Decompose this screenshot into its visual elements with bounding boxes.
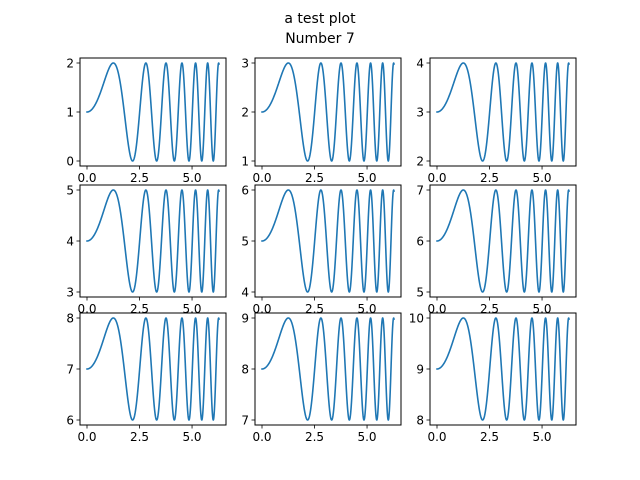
y-tick-label: 8 bbox=[416, 414, 424, 428]
x-tick-label: 2.5 bbox=[130, 171, 149, 185]
y-tick-label: 5 bbox=[66, 184, 74, 198]
subplot-3: 0.0 2.5 5.0 2 3 4 bbox=[416, 57, 577, 185]
x-tick-label: 2.5 bbox=[480, 430, 499, 444]
y-tick-label: 6 bbox=[241, 184, 249, 198]
y-tick-label: 3 bbox=[416, 106, 424, 120]
subplot-8: 0.0 2.5 5.0 7 8 9 bbox=[241, 312, 402, 444]
x-tick-label: 5.0 bbox=[532, 430, 551, 444]
subplot-2: 0.0 2.5 5.0 1 2 3 bbox=[241, 57, 402, 185]
series-line bbox=[261, 62, 395, 162]
x-tick-label: 0.0 bbox=[427, 171, 446, 185]
series-line bbox=[86, 189, 220, 293]
y-tick-label: 8 bbox=[66, 312, 74, 326]
figure-title-line1: a test plot bbox=[284, 11, 356, 27]
series-line bbox=[86, 62, 220, 162]
y-tick-label: 10 bbox=[409, 312, 424, 326]
y-tick-label: 9 bbox=[416, 363, 424, 377]
x-tick-label: 5.0 bbox=[357, 171, 376, 185]
subplot-1: 0.0 2.5 5.0 0 1 2 bbox=[66, 57, 227, 185]
y-tick-label: 5 bbox=[416, 286, 424, 300]
y-tick-label: 5 bbox=[241, 235, 249, 249]
x-tick-label: 2.5 bbox=[305, 302, 324, 316]
x-tick-label: 2.5 bbox=[480, 302, 499, 316]
x-tick-label: 2.5 bbox=[305, 171, 324, 185]
y-tick-label: 2 bbox=[416, 155, 424, 169]
y-tick-label: 8 bbox=[241, 363, 249, 377]
y-tick-label: 9 bbox=[241, 312, 249, 326]
x-tick-label: 5.0 bbox=[357, 430, 376, 444]
x-tick-label: 0.0 bbox=[427, 430, 446, 444]
x-tick-label: 5.0 bbox=[532, 171, 551, 185]
x-tick-label: 5.0 bbox=[182, 171, 201, 185]
y-tick-label: 1 bbox=[241, 155, 249, 169]
x-tick-label: 0.0 bbox=[77, 171, 96, 185]
y-tick-label: 7 bbox=[241, 414, 249, 428]
series-line bbox=[436, 62, 570, 162]
series-line bbox=[436, 189, 570, 293]
figure-title-line2: Number 7 bbox=[285, 31, 355, 47]
x-tick-label: 5.0 bbox=[532, 302, 551, 316]
y-tick-label: 4 bbox=[66, 235, 74, 249]
y-tick-label: 3 bbox=[66, 286, 74, 300]
x-tick-label: 2.5 bbox=[130, 302, 149, 316]
x-tick-label: 5.0 bbox=[182, 302, 201, 316]
y-tick-label: 7 bbox=[416, 184, 424, 198]
x-tick-label: 2.5 bbox=[480, 171, 499, 185]
series-line bbox=[436, 317, 570, 421]
x-tick-label: 2.5 bbox=[305, 430, 324, 444]
y-tick-label: 1 bbox=[66, 106, 74, 120]
x-tick-label: 5.0 bbox=[357, 302, 376, 316]
y-tick-label: 4 bbox=[416, 57, 424, 71]
y-tick-label: 0 bbox=[66, 155, 74, 169]
series-line bbox=[261, 189, 395, 293]
y-tick-label: 7 bbox=[66, 363, 74, 377]
y-tick-label: 2 bbox=[241, 106, 249, 120]
x-tick-label: 0.0 bbox=[252, 171, 271, 185]
y-tick-label: 2 bbox=[66, 57, 74, 71]
x-tick-label: 5.0 bbox=[182, 430, 201, 444]
subplot-9: 0.0 2.5 5.0 8 9 10 bbox=[409, 312, 577, 444]
x-tick-label: 0.0 bbox=[252, 430, 271, 444]
y-tick-label: 3 bbox=[241, 57, 249, 71]
y-tick-label: 6 bbox=[66, 414, 74, 428]
series-line bbox=[261, 317, 395, 421]
x-tick-label: 0.0 bbox=[77, 430, 96, 444]
y-tick-label: 4 bbox=[241, 286, 249, 300]
subplot-7: 0.0 2.5 5.0 6 7 8 bbox=[66, 312, 227, 444]
y-tick-label: 6 bbox=[416, 235, 424, 249]
x-tick-label: 2.5 bbox=[130, 430, 149, 444]
series-line bbox=[86, 317, 220, 421]
